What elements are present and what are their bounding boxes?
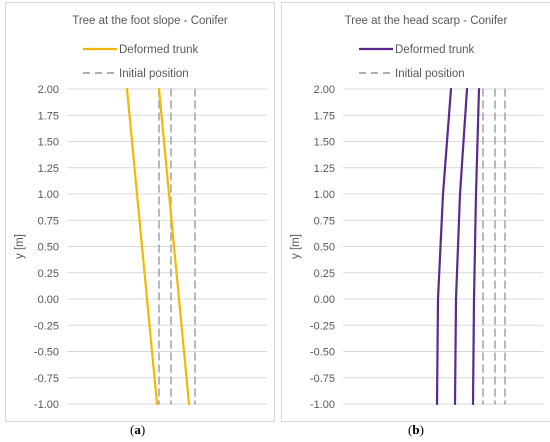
chart-frame	[5, 2, 275, 422]
y-tick-label: 0.25	[38, 268, 59, 280]
caption-b: (b)	[408, 422, 424, 437]
y-tick-label: 0.50	[314, 242, 335, 254]
deformed-trunk-line-1	[453, 87, 469, 406]
y-tick-label: -0.75	[34, 373, 59, 385]
legend-label-1: Initial position	[395, 68, 465, 80]
y-tick-label: 1.00	[38, 189, 59, 201]
chart-frame	[281, 2, 550, 422]
deformed-trunk-line-0	[125, 87, 159, 406]
y-tick-label: -0.75	[310, 373, 335, 385]
y-tick-label: -0.50	[34, 347, 59, 359]
y-tick-label: 1.25	[38, 163, 59, 175]
y-tick-label: 0.25	[314, 268, 335, 280]
y-tick-label: 1.50	[314, 137, 335, 149]
y-tick-label: 1.50	[38, 137, 59, 149]
y-axis-label: y [m]	[14, 234, 26, 259]
y-tick-label: 2.00	[38, 84, 59, 96]
deformed-trunk-line-2	[471, 87, 481, 406]
y-tick-label: -1.00	[310, 399, 335, 411]
y-tick-label: 0.50	[38, 242, 59, 254]
y-tick-label: 2.00	[314, 84, 335, 96]
y-tick-label: -1.00	[34, 399, 59, 411]
legend-label-0: Deformed trunk	[395, 44, 475, 56]
deformed-trunk-line-1	[157, 87, 191, 406]
y-tick-label: -0.25	[34, 320, 59, 332]
deformed-trunk-line-0	[435, 87, 453, 406]
legend-label-0: Deformed trunk	[119, 44, 199, 56]
y-tick-label: 1.75	[314, 110, 335, 122]
y-tick-label: -0.25	[310, 320, 335, 332]
chart-b: Tree at the head scarp - Conifer Deformed…	[281, 2, 550, 422]
y-tick-label: 1.75	[38, 110, 59, 122]
y-tick-label: -0.50	[310, 347, 335, 359]
chart-title: Tree at the foot slope - Conifer	[72, 15, 228, 27]
legend-label-1: Initial position	[119, 68, 189, 80]
y-tick-label: 0.75	[314, 215, 335, 227]
y-tick-label: 1.00	[314, 189, 335, 201]
caption-a: (a)	[130, 422, 146, 437]
y-tick-label: 0.75	[38, 215, 59, 227]
y-tick-label: 1.25	[314, 163, 335, 175]
chart-a: Tree at the foot slope - Conifer Deformed…	[5, 2, 275, 422]
chart-title: Tree at the head scarp - Conifer	[345, 15, 508, 27]
y-tick-label: 0.00	[38, 294, 59, 306]
y-tick-label: 0.00	[314, 294, 335, 306]
y-axis-label: y [m]	[290, 234, 302, 259]
